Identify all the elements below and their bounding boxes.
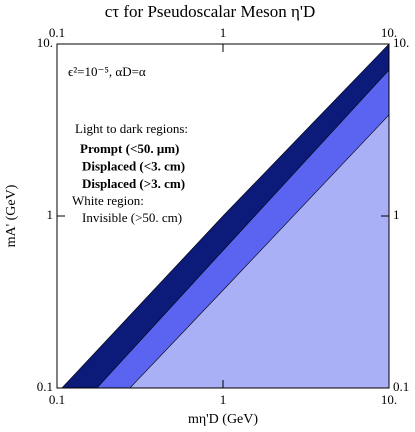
- legend-entry: Displaced (>3. cm): [82, 176, 185, 191]
- annotation: ϵ²=10⁻⁵, αD=α: [68, 64, 146, 79]
- y-tick-label: 10.: [37, 35, 53, 50]
- x-tick-label: 0.1: [49, 392, 65, 407]
- regions: [61, 43, 390, 389]
- x-tick-label: 10.: [381, 392, 397, 407]
- x-tick-label-top: 1: [220, 25, 227, 40]
- y-tick-label: 0.1: [37, 379, 53, 394]
- legend-entry: Prompt (<50. μm): [80, 141, 179, 156]
- x-tick-label-top: 10.: [381, 25, 397, 40]
- chart-title: cτ for Pseudoscalar Meson η'D: [105, 2, 315, 21]
- y-axis-label: mA' (GeV): [4, 184, 19, 247]
- y-tick-label: 1: [47, 207, 54, 222]
- x-axis-label: mη'D (GeV): [188, 412, 258, 427]
- annotation: Invisible (>50. cm): [82, 210, 182, 225]
- legend-entry: Displaced (<3. cm): [82, 158, 185, 173]
- x-tick-label-top: 0.1: [49, 25, 65, 40]
- annotation: White region:: [72, 193, 144, 208]
- y-tick-label-right: 10.: [393, 35, 409, 50]
- x-tick-label: 1: [220, 392, 227, 407]
- y-tick-label-right: 1: [393, 207, 400, 222]
- y-tick-label-right: 0.1: [393, 379, 409, 394]
- annotation: Light to dark regions:: [75, 121, 188, 136]
